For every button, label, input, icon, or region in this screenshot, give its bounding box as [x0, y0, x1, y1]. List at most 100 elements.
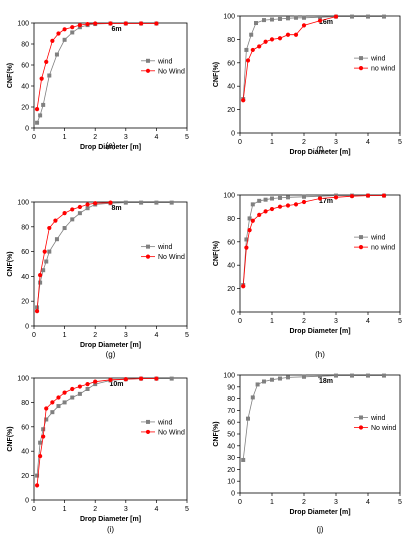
data-point: [50, 410, 55, 415]
x-axis-label: Drop Diameter [m]: [80, 144, 141, 151]
x-tick-label: 1: [270, 499, 274, 506]
chart-title: 16m: [319, 19, 333, 26]
y-tick-label: 80: [227, 216, 235, 223]
x-tick-label: 0: [238, 499, 242, 506]
data-point: [278, 376, 282, 381]
data-point: [77, 391, 82, 396]
x-tick-label: 5: [398, 139, 402, 146]
y-tick-label: 40: [21, 449, 29, 456]
chart-panel-10m: 0 1 2 3 4 5 0 20 40 60 80 100 Drop Diameter [m] CNF(%…: [7, 376, 189, 535]
data-point: [262, 18, 266, 23]
x-tick-label: 5: [398, 318, 402, 325]
x-tick-label: 3: [334, 499, 338, 506]
x-tick-label: 1: [270, 139, 274, 146]
data-point: [249, 32, 254, 37]
data-point: [154, 376, 159, 381]
data-point: [70, 395, 75, 400]
plot-frame: [33, 22, 188, 129]
x-tick-label: 4: [154, 506, 158, 513]
y-tick-label: 40: [227, 443, 235, 450]
panel-caption: (h): [315, 350, 325, 359]
data-point: [44, 259, 49, 264]
data-point: [34, 107, 40, 112]
data-point: [294, 15, 298, 20]
data-point: [54, 237, 59, 242]
data-point: [334, 373, 338, 378]
x-tick-label: 0: [238, 318, 242, 325]
y-axis-label: CNF(%): [213, 241, 220, 266]
legend-marker: [358, 425, 364, 430]
data-point: [247, 216, 252, 221]
legend-label: No wind: [371, 425, 396, 432]
data-point: [85, 206, 90, 211]
series-line-0: [36, 23, 157, 123]
chart-panel-8m: 0 1 2 3 4 5 0 20 40 60 80 100 Drop Diameter [m] CNF(%…: [7, 200, 189, 360]
x-tick-label: 0: [32, 134, 36, 141]
data-point: [54, 52, 59, 57]
data-point: [139, 200, 144, 205]
data-point: [41, 434, 46, 439]
y-tick-label: 0: [25, 126, 29, 133]
panel-caption: (i): [107, 525, 114, 534]
data-point: [257, 44, 262, 49]
data-point: [35, 473, 40, 478]
legend-marker: [358, 245, 364, 250]
data-point: [77, 384, 82, 389]
data-point: [77, 25, 82, 30]
data-point: [154, 21, 159, 26]
data-point: [278, 16, 282, 21]
data-point: [70, 217, 75, 222]
data-point: [44, 59, 49, 64]
x-axis-label: Drop Diameter [m]: [80, 516, 141, 523]
legend-marker: [146, 244, 150, 249]
y-tick-label: 80: [21, 400, 29, 407]
legend-marker: [145, 68, 151, 73]
y-tick-label: 20: [21, 105, 29, 112]
x-axis-label: Drop Diameter [m]: [289, 328, 350, 335]
panel-caption: (g): [106, 350, 116, 359]
y-tick-label: 100: [17, 376, 29, 383]
data-point: [85, 21, 90, 27]
data-point: [50, 400, 55, 405]
y-tick-label: 20: [21, 299, 29, 306]
data-point: [302, 15, 306, 20]
series-line-1: [36, 378, 157, 486]
x-tick-label: 1: [270, 318, 274, 325]
legend-label: wind: [370, 415, 386, 422]
x-tick-label: 3: [334, 139, 338, 146]
data-point: [123, 21, 128, 26]
data-point: [263, 39, 268, 44]
data-point: [250, 395, 255, 400]
data-point: [35, 120, 40, 125]
data-point: [77, 211, 82, 216]
legend-marker: [358, 66, 364, 71]
data-point: [257, 198, 262, 203]
y-tick-label: 90: [227, 384, 235, 391]
y-tick-label: 40: [227, 263, 235, 270]
panel-caption: (e): [106, 141, 116, 150]
x-axis-label: Drop Diameter [m]: [80, 342, 141, 349]
data-point: [41, 268, 46, 273]
x-tick-label: 5: [185, 506, 189, 513]
data-point: [77, 23, 82, 28]
x-tick-label: 3: [124, 506, 128, 513]
data-point: [241, 457, 246, 462]
data-point: [263, 209, 268, 214]
y-tick-label: 70: [227, 408, 235, 415]
data-point: [70, 386, 75, 392]
data-point: [56, 404, 61, 409]
data-point: [250, 47, 255, 53]
data-point: [34, 309, 40, 314]
data-point: [245, 58, 251, 63]
data-point: [108, 377, 113, 382]
data-point: [123, 200, 128, 205]
data-point: [244, 237, 249, 242]
y-tick-label: 20: [227, 467, 235, 474]
data-point: [62, 390, 67, 395]
data-point: [250, 202, 255, 207]
y-axis-label: CNF(%): [7, 63, 14, 88]
data-point: [154, 200, 159, 205]
data-point: [286, 16, 290, 21]
y-tick-label: 10: [227, 479, 235, 486]
